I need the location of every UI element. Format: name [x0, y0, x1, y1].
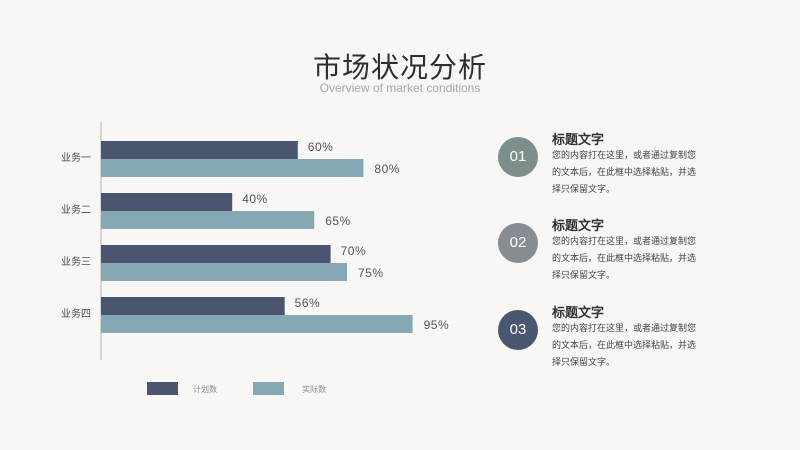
actual-bar: [101, 211, 315, 229]
page-title: 市场状况分析: [312, 51, 487, 84]
category-label: 业务四: [61, 307, 91, 320]
legend-label-plan: 计划数: [193, 384, 217, 394]
data-label: 40%: [242, 192, 268, 206]
info-item-text-2: 您的内容打在这里，或者通过复制您的文本后，在此框中选择粘贴，并选择只保留文字。: [552, 237, 697, 281]
info-item-title-2: 标题文字: [552, 219, 605, 234]
data-label: 75%: [358, 266, 384, 280]
category-label: 业务二: [61, 203, 91, 216]
plan-bar: [101, 297, 285, 315]
legend-swatch-plan: [147, 382, 178, 395]
page-subtitle: Overview of market conditions: [319, 81, 481, 95]
number-badge-1: 01: [498, 137, 538, 177]
number-badge-3: 03: [498, 310, 538, 350]
data-label: 70%: [341, 244, 367, 258]
info-item-title-3: 标题文字: [552, 306, 605, 321]
data-label: 56%: [295, 296, 321, 310]
data-label: 80%: [374, 162, 400, 176]
plan-bar: [101, 141, 298, 159]
category-label: 业务一: [61, 151, 91, 164]
info-item-title-1: 标题文字: [552, 133, 605, 148]
plan-bar: [101, 193, 233, 211]
actual-bar: [101, 315, 413, 333]
legend-label-actual: 实际数: [302, 384, 326, 394]
info-item-text-3: 您的内容打在这里，或者通过复制您的文本后，在此框中选择粘贴，并选择只保留文字。: [552, 324, 697, 368]
data-label: 65%: [325, 214, 351, 228]
legend-swatch-actual: [253, 382, 284, 395]
actual-bar: [101, 263, 347, 281]
info-item-text-1: 您的内容打在这里，或者通过复制您的文本后，在此框中选择粘贴，并选择只保留文字。: [552, 151, 697, 195]
number-badge-2: 02: [498, 223, 538, 263]
category-label: 业务三: [61, 255, 91, 268]
data-label: 95%: [424, 318, 450, 332]
plan-bar: [101, 245, 331, 263]
actual-bar: [101, 159, 364, 177]
data-label: 60%: [308, 140, 334, 154]
